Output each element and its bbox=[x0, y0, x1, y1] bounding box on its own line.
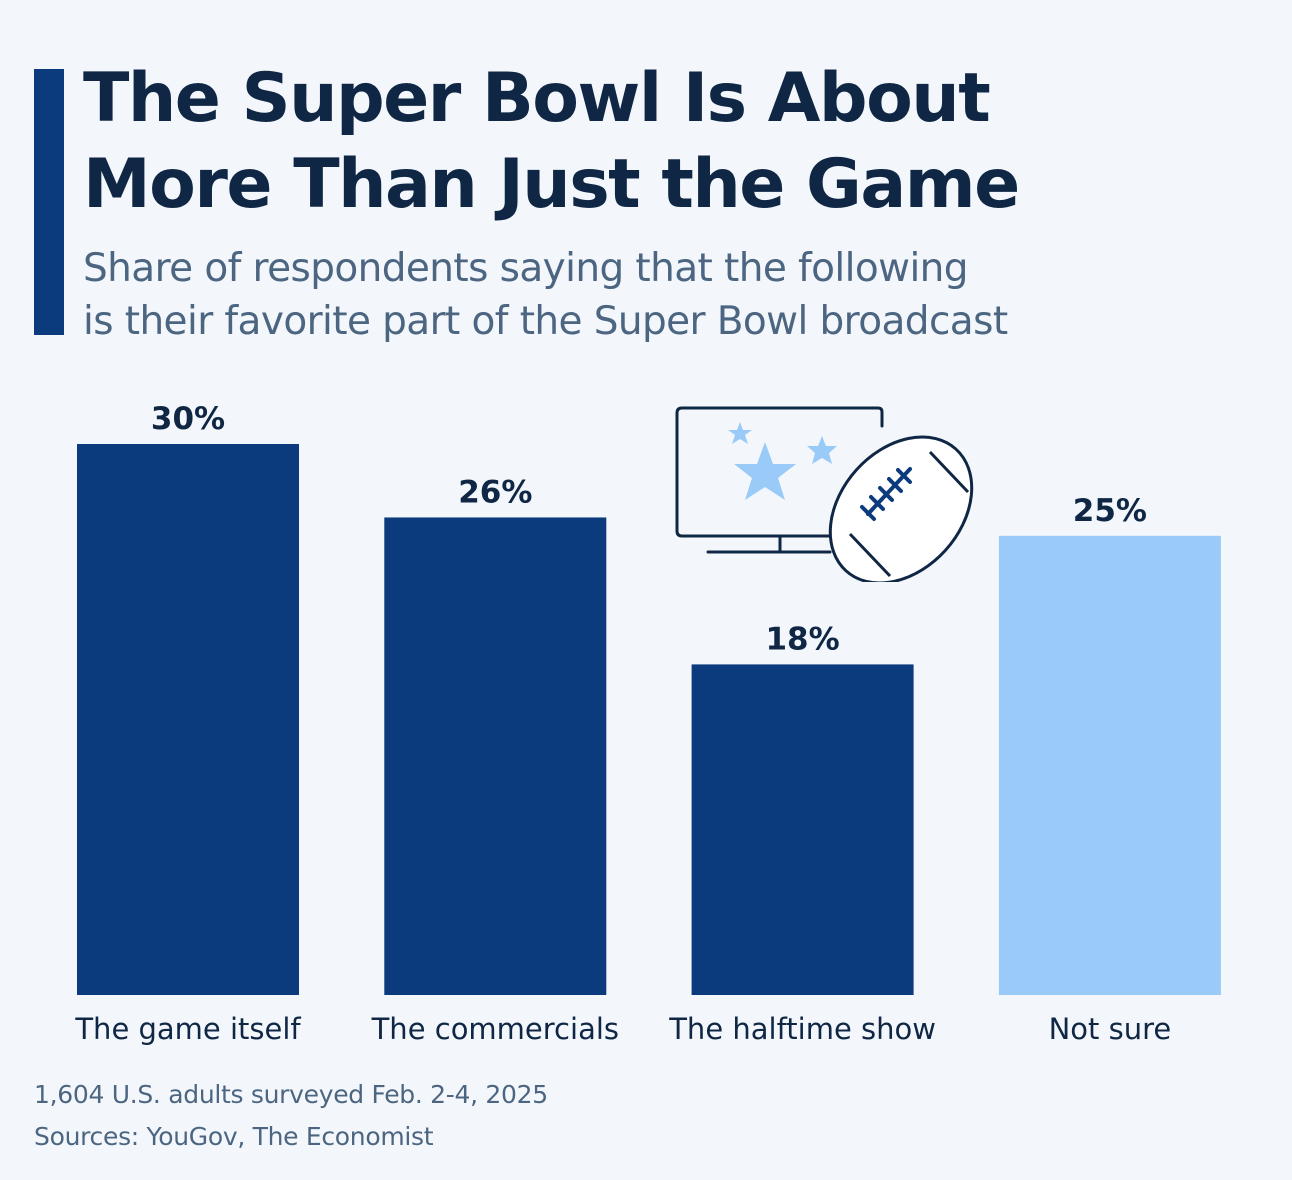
bar-3 bbox=[998, 535, 1221, 995]
sources-note: Sources: YouGov, The Economist bbox=[34, 1122, 434, 1151]
value-label-1: 26% bbox=[458, 474, 532, 510]
value-label-3: 25% bbox=[1073, 493, 1147, 529]
chart-title: The Super Bowl Is About More Than Just t… bbox=[83, 59, 1020, 224]
value-label-2: 18% bbox=[765, 621, 839, 657]
value-label-0: 30% bbox=[151, 401, 225, 437]
chart-subtitle: Share of respondents saying that the fol… bbox=[83, 246, 1008, 344]
category-label-3: Not sure bbox=[1049, 1012, 1172, 1046]
bars-layer: 30% The game itself 26% The commercials 18% T… bbox=[74, 401, 1221, 1046]
football-icon bbox=[828, 435, 974, 582]
tv-screen-icon bbox=[675, 406, 884, 554]
category-label-1: The commercials bbox=[371, 1012, 619, 1046]
tv-football-illustration bbox=[675, 406, 974, 582]
category-label-2: The halftime show bbox=[668, 1012, 936, 1046]
survey-note: 1,604 U.S. adults surveyed Feb. 2-4, 202… bbox=[34, 1080, 548, 1109]
bar-0 bbox=[77, 444, 299, 995]
bar-1 bbox=[384, 517, 607, 995]
category-label-0: The game itself bbox=[74, 1012, 301, 1046]
star-icon bbox=[728, 422, 837, 500]
title-accent-bar bbox=[34, 69, 64, 335]
bar-2 bbox=[691, 664, 914, 995]
